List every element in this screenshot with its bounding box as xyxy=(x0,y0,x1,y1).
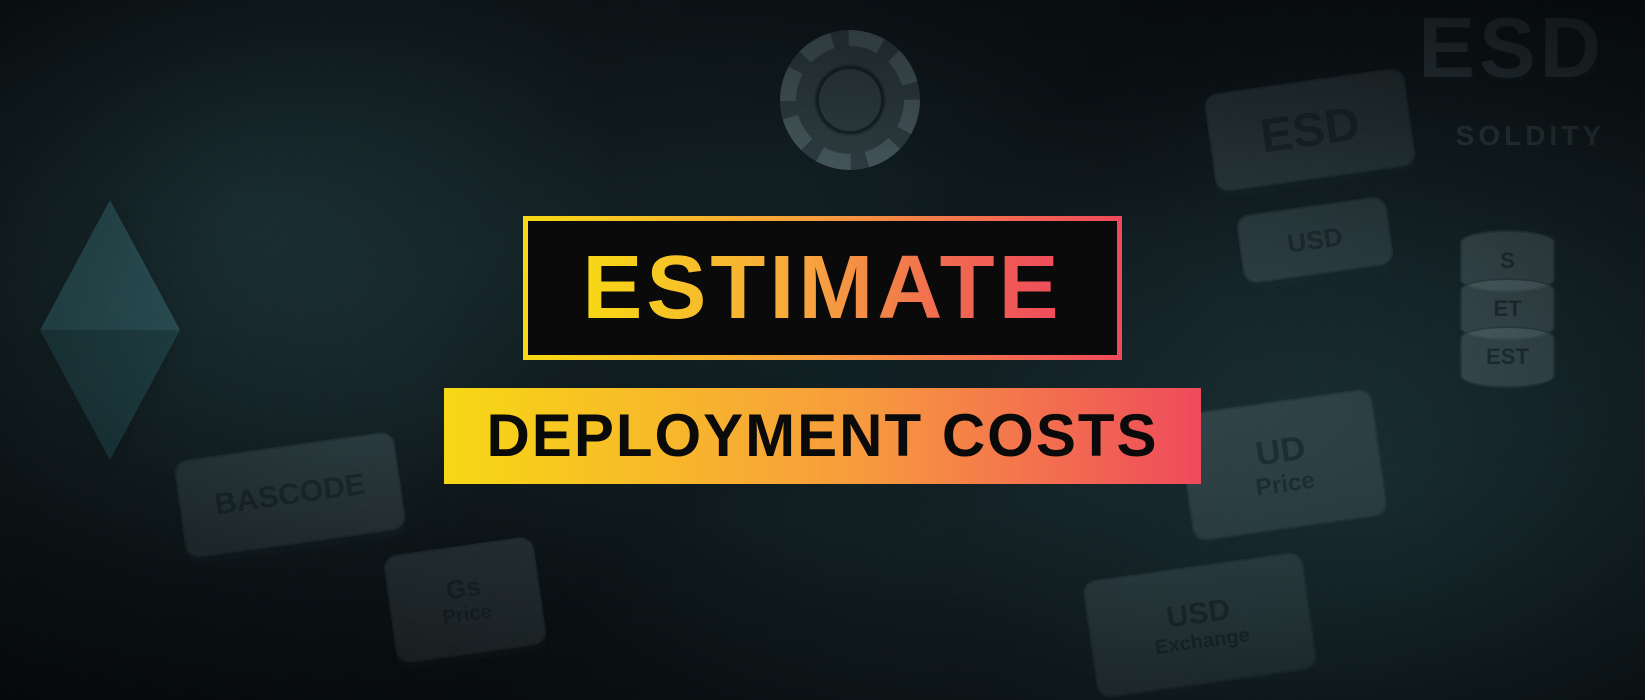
headline-bottom-banner: DEPLOYMENT COSTS xyxy=(444,388,1200,484)
headline-line1: ESTIMATE xyxy=(582,243,1062,333)
headline-top-banner: ESTIMATE xyxy=(523,216,1121,360)
hero-content: ESTIMATE DEPLOYMENT COSTS xyxy=(0,0,1645,700)
headline-line2: DEPLOYMENT COSTS xyxy=(486,406,1158,466)
